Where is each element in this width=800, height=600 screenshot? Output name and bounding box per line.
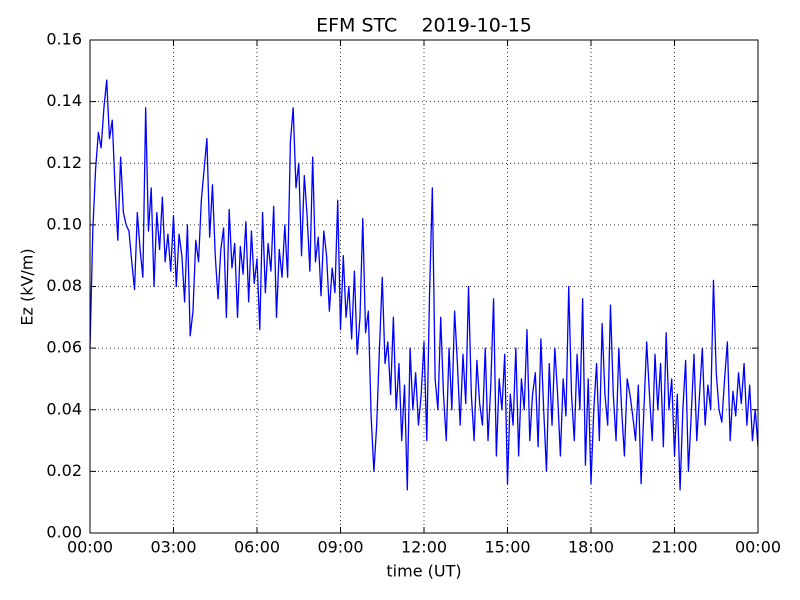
- chart-title: EFM STC 2019-10-15: [316, 15, 532, 37]
- x-tick-label: 00:00: [67, 538, 113, 557]
- y-tick-label: 0.14: [46, 91, 82, 110]
- y-axis-label: Ez (kV/m): [18, 248, 37, 325]
- y-tick-label: 0.04: [46, 399, 82, 418]
- x-tick-label: 06:00: [234, 538, 280, 557]
- x-tick-label: 03:00: [150, 538, 196, 557]
- y-tick-label: 0.12: [46, 153, 82, 172]
- y-tick-label: 0.08: [46, 276, 82, 295]
- y-tick-label: 0.06: [46, 338, 82, 357]
- x-tick-label: 18:00: [568, 538, 614, 557]
- x-axis-label: time (UT): [386, 562, 461, 581]
- y-tick-label: 0.16: [46, 30, 82, 49]
- y-tick-label: 0.10: [46, 214, 82, 233]
- x-tick-label: 00:00: [735, 538, 781, 557]
- y-tick-label: 0.02: [46, 461, 82, 480]
- x-tick-label: 12:00: [401, 538, 447, 557]
- data-line: [89, 79, 759, 491]
- plot-frame: [89, 39, 759, 534]
- x-tick-label: 15:00: [484, 538, 530, 557]
- y-tick-label: 0.00: [46, 523, 82, 542]
- x-tick-label: 09:00: [317, 538, 363, 557]
- x-tick-label: 21:00: [651, 538, 697, 557]
